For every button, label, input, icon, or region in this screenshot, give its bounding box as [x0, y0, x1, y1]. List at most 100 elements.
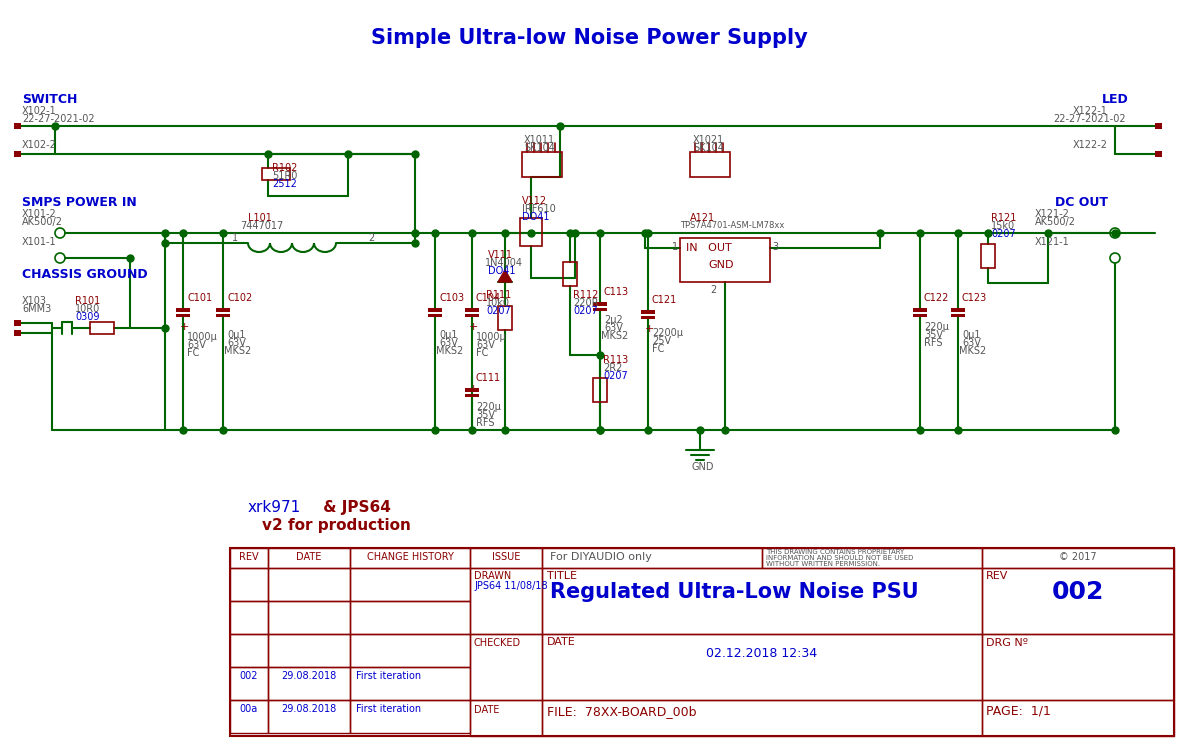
- Text: V112: V112: [522, 196, 547, 206]
- Text: 29.08.2018: 29.08.2018: [282, 704, 337, 714]
- Bar: [593, 308, 607, 311]
- Bar: [268, 700, 350, 733]
- Text: 51R0: 51R0: [272, 171, 297, 181]
- Text: 7447017: 7447017: [241, 221, 283, 231]
- Text: FC: FC: [187, 348, 199, 358]
- Text: & JPS64: & JPS64: [318, 500, 391, 515]
- Text: 0309: 0309: [75, 312, 99, 322]
- Bar: [268, 667, 350, 700]
- Bar: [350, 700, 470, 733]
- Text: R101: R101: [75, 296, 100, 306]
- Text: GND: GND: [709, 260, 733, 270]
- Bar: [176, 308, 190, 312]
- Text: C123: C123: [962, 293, 987, 303]
- Text: REV: REV: [239, 552, 259, 562]
- Text: C104: C104: [476, 293, 501, 303]
- Text: C111: C111: [476, 373, 501, 383]
- Text: 35V: 35V: [476, 410, 495, 420]
- Text: X122-1: X122-1: [1073, 106, 1108, 116]
- Bar: [913, 308, 927, 312]
- Text: +: +: [180, 322, 190, 332]
- Text: V111: V111: [488, 250, 513, 260]
- Text: X102-1: X102-1: [22, 106, 57, 116]
- Text: 63V: 63V: [228, 338, 246, 348]
- Bar: [680, 238, 770, 282]
- Bar: [230, 634, 268, 667]
- Bar: [542, 568, 982, 634]
- Bar: [951, 314, 964, 317]
- Text: C121: C121: [652, 295, 677, 305]
- Text: DRAWN: DRAWN: [474, 571, 512, 581]
- Text: 29.08.2018: 29.08.2018: [282, 671, 337, 681]
- Bar: [350, 548, 470, 568]
- Bar: [90, 322, 114, 334]
- Text: 002: 002: [1052, 580, 1105, 604]
- Bar: [593, 302, 607, 306]
- Text: DATE: DATE: [474, 705, 500, 715]
- Text: Regulated Ultra-Low Noise PSU: Regulated Ultra-Low Noise PSU: [549, 582, 918, 602]
- Text: 2: 2: [368, 233, 374, 243]
- Text: FILE:  78XX-BOARD_00b: FILE: 78XX-BOARD_00b: [547, 705, 697, 718]
- Text: LED: LED: [1102, 93, 1128, 106]
- Text: 2: 2: [710, 285, 717, 295]
- Text: 63V: 63V: [439, 338, 457, 348]
- Text: 220μ: 220μ: [476, 402, 501, 412]
- Text: FC: FC: [652, 344, 665, 354]
- Bar: [465, 394, 479, 397]
- Text: 25V: 25V: [652, 336, 671, 346]
- Bar: [465, 308, 479, 312]
- Text: 0207: 0207: [573, 306, 598, 316]
- Bar: [268, 548, 350, 568]
- Text: 10R0: 10R0: [75, 304, 100, 314]
- Bar: [230, 548, 268, 568]
- Text: First iteration: First iteration: [356, 704, 421, 714]
- Bar: [230, 667, 268, 700]
- Bar: [465, 314, 479, 317]
- Text: © 2017: © 2017: [1059, 552, 1096, 562]
- Text: A121: A121: [690, 213, 716, 223]
- Text: 1N4004: 1N4004: [485, 258, 523, 268]
- Text: 0μ1: 0μ1: [962, 330, 981, 340]
- Text: X122-2: X122-2: [1073, 140, 1108, 150]
- Text: TPS7A4701-ASM-LM78xx: TPS7A4701-ASM-LM78xx: [680, 221, 784, 230]
- Text: 220μ: 220μ: [924, 322, 949, 332]
- Bar: [690, 152, 730, 177]
- Bar: [641, 316, 656, 319]
- Bar: [230, 568, 268, 601]
- Bar: [14, 123, 21, 129]
- Bar: [216, 314, 230, 317]
- Bar: [470, 568, 542, 634]
- Bar: [520, 218, 542, 246]
- Bar: [268, 601, 350, 634]
- Bar: [542, 634, 982, 700]
- Text: For DIYAUDIO only: For DIYAUDIO only: [549, 552, 652, 562]
- Text: X101-1: X101-1: [22, 237, 57, 247]
- Text: xrk971: xrk971: [248, 500, 302, 515]
- Bar: [470, 548, 542, 568]
- Text: 1000μ: 1000μ: [187, 332, 218, 342]
- Text: FC: FC: [476, 348, 488, 358]
- Text: 002: 002: [239, 671, 258, 681]
- Bar: [350, 601, 470, 634]
- Text: IRF610: IRF610: [522, 204, 555, 214]
- Text: 22-27-2021-02: 22-27-2021-02: [22, 114, 94, 124]
- Bar: [470, 700, 542, 736]
- Bar: [350, 568, 470, 601]
- Text: MKS2: MKS2: [436, 346, 463, 356]
- Text: Simple Ultra-low Noise Power Supply: Simple Ultra-low Noise Power Supply: [370, 28, 808, 48]
- Bar: [428, 308, 442, 312]
- Bar: [428, 314, 442, 317]
- Text: 00a: 00a: [239, 704, 258, 714]
- Text: R121: R121: [992, 213, 1016, 223]
- Text: 63V: 63V: [962, 338, 981, 348]
- Text: R111: R111: [486, 290, 512, 300]
- Text: C102: C102: [228, 293, 252, 303]
- Bar: [982, 700, 1174, 736]
- Text: MKS2: MKS2: [959, 346, 987, 356]
- Text: PAGE:  1/1: PAGE: 1/1: [986, 705, 1050, 718]
- Text: C113: C113: [604, 287, 630, 297]
- Text: DO41: DO41: [488, 266, 515, 276]
- Text: RFS: RFS: [476, 418, 494, 428]
- Text: 6MM3: 6MM3: [22, 304, 51, 314]
- Bar: [981, 244, 995, 268]
